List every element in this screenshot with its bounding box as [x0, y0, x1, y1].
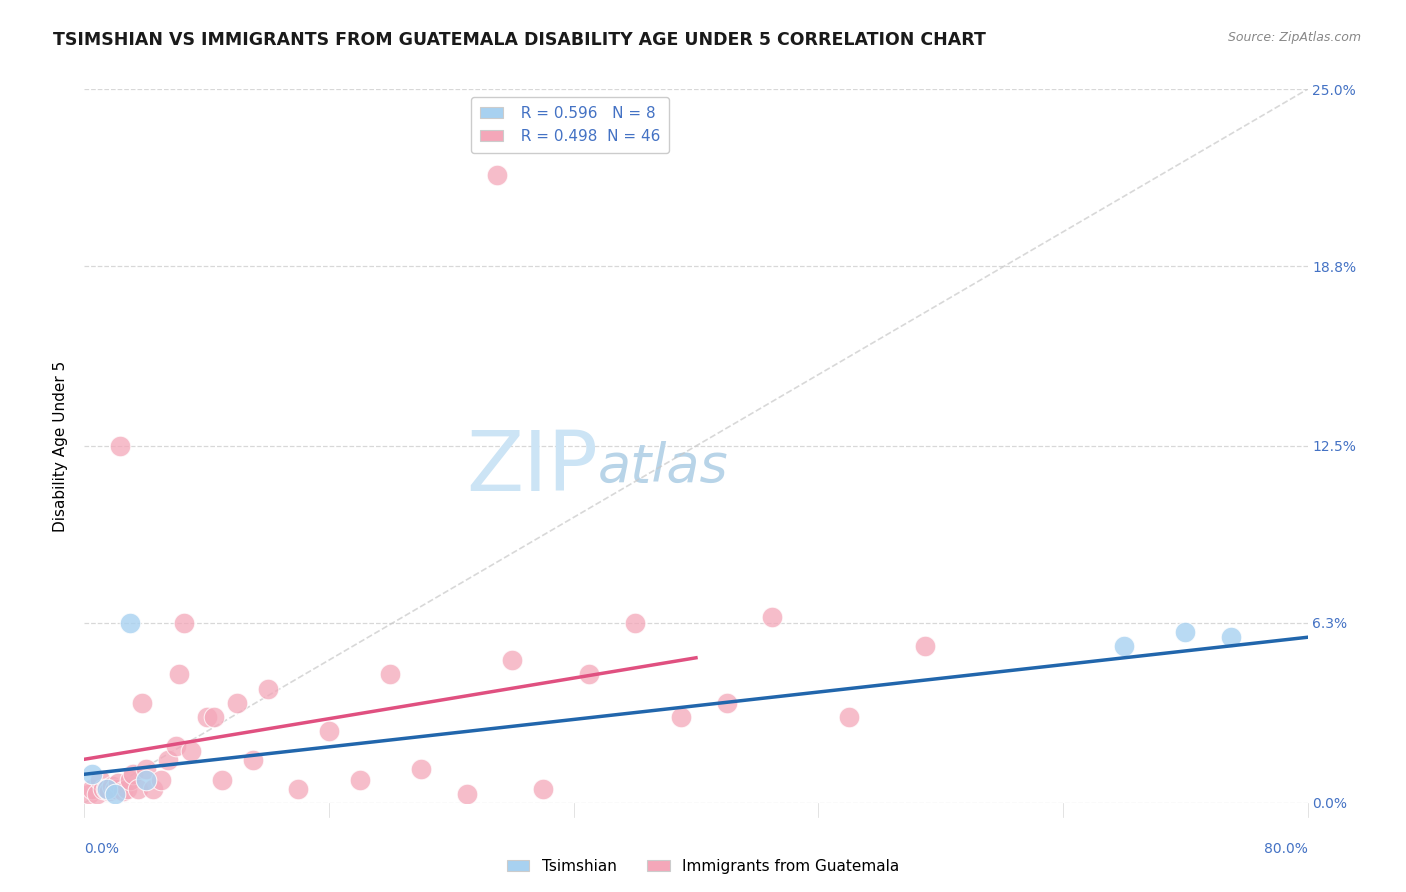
Point — [257, 681, 280, 696]
Point — [135, 762, 157, 776]
Point — [624, 615, 647, 630]
Point — [761, 610, 783, 624]
Point — [202, 710, 225, 724]
Point — [502, 653, 524, 667]
Point — [173, 615, 195, 630]
Point — [94, 781, 117, 796]
Point — [127, 781, 149, 796]
Text: 0.0%: 0.0% — [84, 842, 120, 856]
Point — [195, 710, 218, 724]
Point — [180, 744, 202, 758]
Point — [142, 781, 165, 796]
Point — [104, 787, 127, 801]
Text: TSIMSHIAN VS IMMIGRANTS FROM GUATEMALA DISABILITY AGE UNDER 5 CORRELATION CHART: TSIMSHIAN VS IMMIGRANTS FROM GUATEMALA D… — [53, 31, 986, 49]
Point — [838, 710, 860, 724]
Point — [120, 772, 142, 787]
Point — [226, 696, 249, 710]
Point — [104, 781, 127, 796]
Point — [287, 781, 309, 796]
Point — [122, 767, 145, 781]
Point — [669, 710, 692, 724]
Point — [115, 781, 138, 796]
Point — [80, 781, 103, 796]
Point — [914, 639, 936, 653]
Point — [531, 781, 554, 796]
Point — [318, 724, 340, 739]
Point — [716, 696, 738, 710]
Point — [211, 772, 233, 787]
Point — [120, 615, 142, 630]
Point — [149, 772, 172, 787]
Point — [107, 776, 129, 790]
Point — [108, 439, 131, 453]
Legend:   R = 0.596   N = 8,   R = 0.498  N = 46: R = 0.596 N = 8, R = 0.498 N = 46 — [471, 97, 669, 153]
Point — [380, 667, 402, 681]
Point — [77, 787, 100, 801]
Point — [456, 787, 478, 801]
Point — [80, 767, 103, 781]
Point — [131, 696, 153, 710]
Text: 80.0%: 80.0% — [1264, 842, 1308, 856]
Point — [242, 753, 264, 767]
Point — [86, 787, 108, 801]
Point — [135, 772, 157, 787]
Text: ZIP: ZIP — [467, 427, 598, 508]
Point — [578, 667, 600, 681]
Point — [167, 667, 190, 681]
Point — [111, 784, 134, 798]
Point — [91, 781, 114, 796]
Point — [1220, 630, 1243, 644]
Point — [89, 772, 111, 787]
Point — [1174, 624, 1197, 639]
Text: Source: ZipAtlas.com: Source: ZipAtlas.com — [1227, 31, 1361, 45]
Point — [97, 784, 120, 798]
Point — [409, 762, 432, 776]
Text: atlas: atlas — [598, 442, 728, 493]
Point — [101, 779, 124, 793]
Point — [165, 739, 187, 753]
Y-axis label: Disability Age Under 5: Disability Age Under 5 — [53, 360, 69, 532]
Legend: Tsimshian, Immigrants from Guatemala: Tsimshian, Immigrants from Guatemala — [501, 853, 905, 880]
Point — [157, 753, 180, 767]
Point — [96, 781, 118, 796]
Point — [1114, 639, 1136, 653]
Point — [486, 168, 509, 182]
Point — [349, 772, 371, 787]
